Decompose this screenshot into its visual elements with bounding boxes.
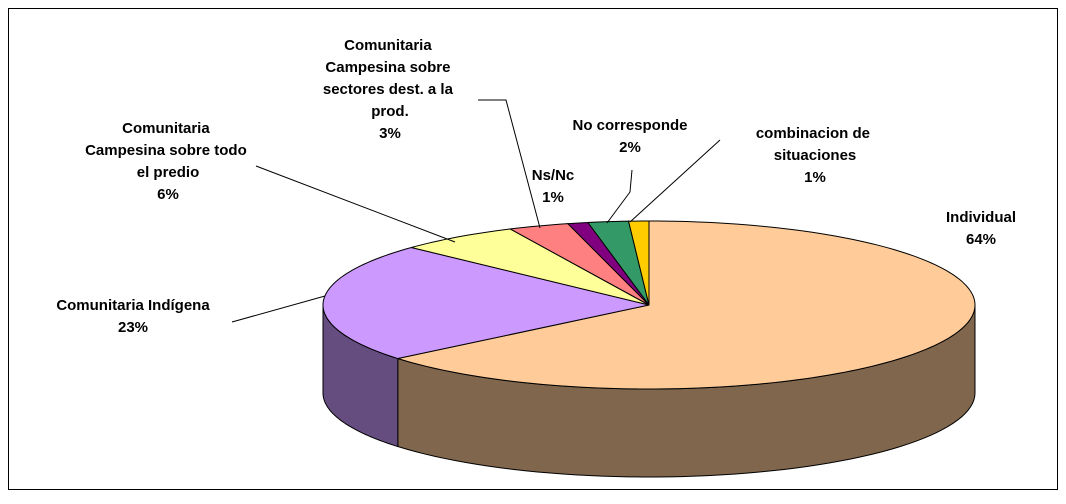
- label-line: combinacion de: [756, 125, 874, 142]
- label-line: sectores dest. a la: [323, 81, 457, 98]
- data-label-category: Comunitaria Campesina sobre sectores des…: [323, 37, 457, 120]
- data-label-value: 1%: [542, 189, 564, 206]
- label-line: Comunitaria Indígena: [56, 297, 210, 314]
- label-line: No corresponde: [572, 117, 687, 134]
- label-line: Campesina sobre todo: [85, 142, 251, 159]
- label-line: Comunitaria: [122, 120, 214, 137]
- label-line: Ns/Nc: [532, 167, 575, 184]
- pie-slice: [411, 228, 650, 306]
- data-label-category: Ns/Nc: [532, 167, 575, 184]
- label-line: Campesina sobre: [325, 59, 454, 76]
- data-label-value: 64%: [966, 231, 996, 248]
- label-line: Individual: [946, 209, 1016, 226]
- leader-line: [255, 165, 456, 243]
- data-label-category: Individual: [946, 209, 1016, 226]
- label-line: situaciones: [774, 147, 857, 164]
- label-line: prod.: [371, 103, 409, 120]
- pie-slice: [397, 220, 976, 390]
- data-label-value: 1%: [804, 169, 826, 186]
- data-label-category: No corresponde: [572, 117, 687, 134]
- data-label-category: Comunitaria Indígena: [56, 297, 210, 314]
- data-label-category: combinacion de situaciones: [756, 125, 874, 164]
- pie-tops: [322, 220, 976, 390]
- leader-line: [231, 295, 326, 323]
- data-label-value: 3%: [379, 125, 401, 142]
- data-label-category: Comunitaria Campesina sobre todo el pred…: [85, 120, 251, 181]
- label-line: Comunitaria: [344, 37, 436, 54]
- leader-line: [606, 169, 633, 224]
- pie-slice: [508, 223, 650, 306]
- label-line: el predio: [137, 164, 200, 181]
- pie-slice: [322, 246, 650, 360]
- data-label-value: 2%: [619, 139, 641, 156]
- data-label-value: 6%: [157, 186, 179, 203]
- leader-line: [478, 99, 541, 229]
- leader-line: [629, 139, 721, 223]
- data-label-value: 23%: [118, 319, 148, 336]
- pie-slice: [627, 220, 650, 306]
